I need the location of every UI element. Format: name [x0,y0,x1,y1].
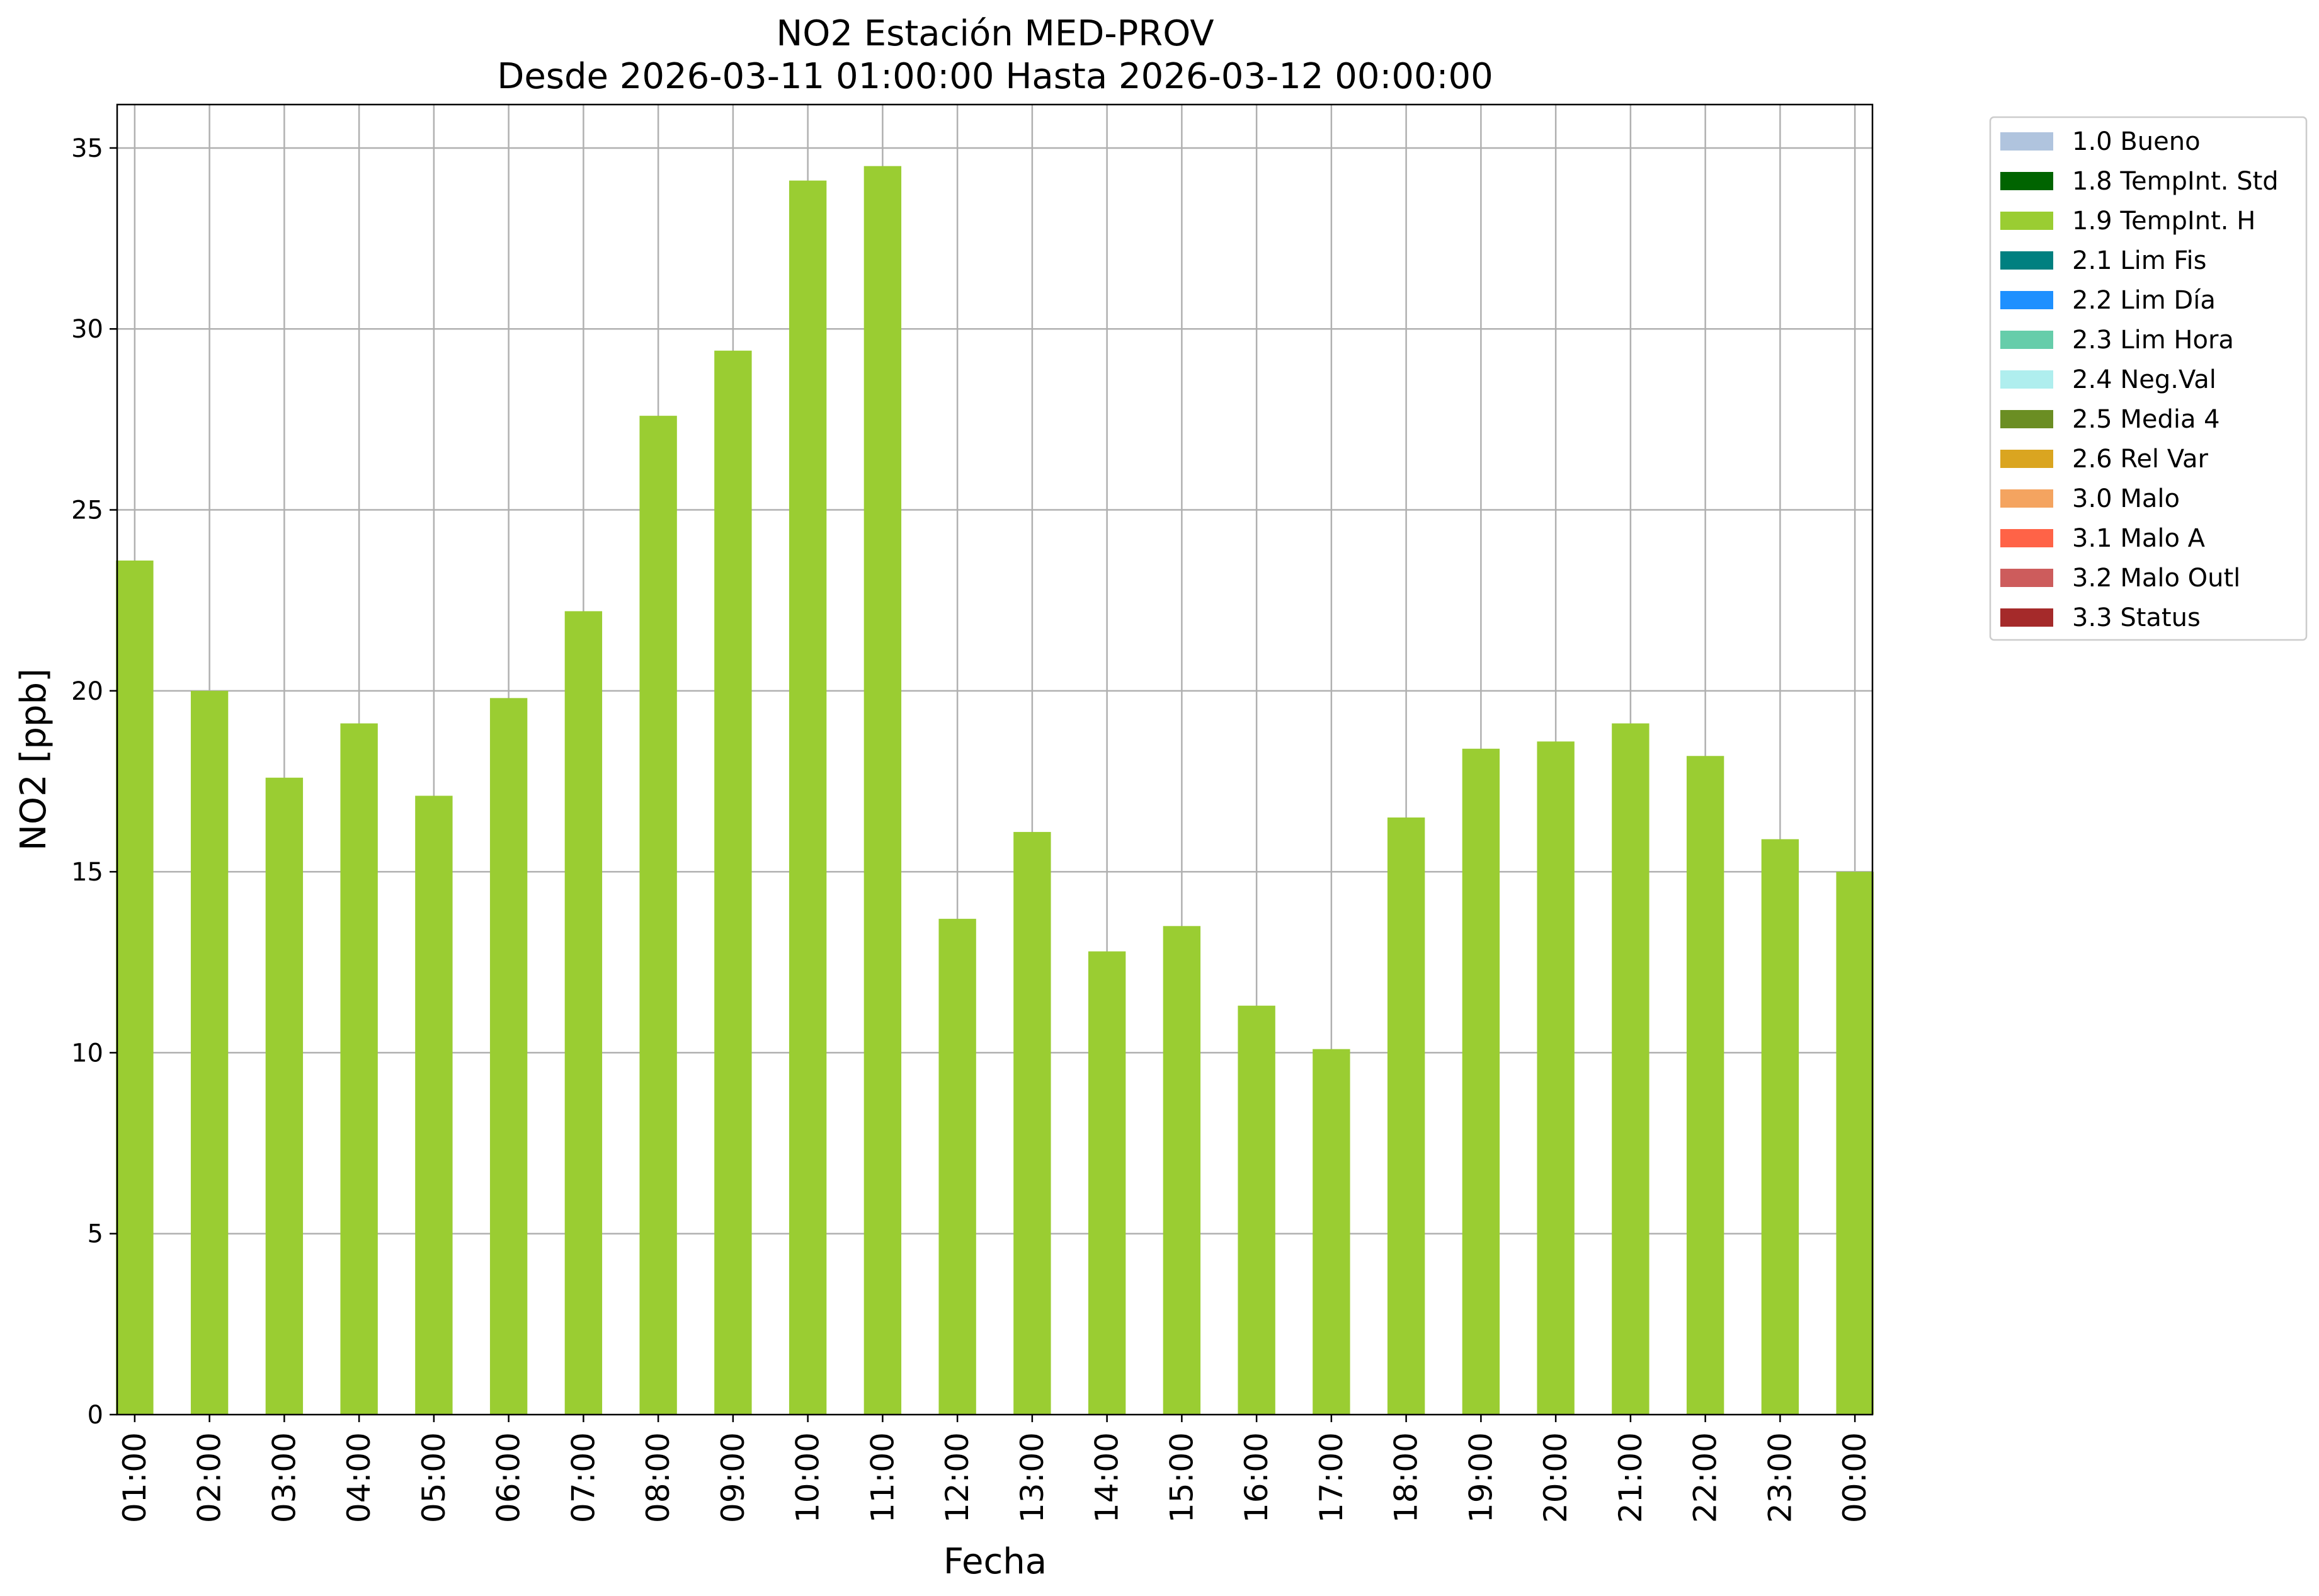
bar-1500 [1163,926,1201,1415]
bar-2100 [1612,723,1650,1415]
x-tick-label-14: 15:00 [1163,1432,1200,1523]
bar-2300 [1761,839,1799,1415]
legend-swatch-5 [2000,331,2053,349]
legend-label-9: 3.0 Malo [2072,484,2180,513]
x-tick-label-23: 00:00 [1837,1432,1873,1523]
x-tick-label-0: 01:00 [117,1432,153,1523]
legend-label-8: 2.6 Rel Var [2072,445,2209,474]
x-tick-label-20: 21:00 [1612,1432,1649,1523]
legend-swatch-8 [2000,450,2053,468]
legend-label-0: 1.0 Bueno [2072,127,2201,156]
legend-swatch-3 [2000,251,2053,270]
bar-1600 [1238,1005,1275,1415]
legend-label-1: 1.8 TempInt. Std [2072,167,2279,196]
x-tick-label-7: 08:00 [640,1432,676,1523]
legend-label-3: 2.1 Lim Fis [2072,246,2206,275]
bar-0000 [1836,872,1874,1415]
bar-series [116,166,1874,1415]
y-tick-label-1: 5 [88,1220,103,1249]
legend-swatch-11 [2000,569,2053,587]
legend-label-10: 3.1 Malo A [2072,524,2206,553]
legend-label-5: 2.3 Lim Hora [2072,326,2234,355]
x-tick-label-3: 04:00 [341,1432,377,1523]
x-tick-label-15: 16:00 [1238,1432,1275,1523]
bar-1700 [1313,1049,1350,1415]
x-tick-label-9: 10:00 [790,1432,826,1523]
bar-1300 [1013,831,1051,1415]
bar-2200 [1686,756,1724,1415]
legend-label-6: 2.4 Neg.Val [2072,365,2216,394]
bar-1900 [1462,748,1500,1415]
bar-1100 [863,166,902,1415]
legend-swatch-7 [2000,410,2053,428]
x-tick-label-11: 12:00 [939,1432,976,1523]
bar-0200 [190,690,229,1415]
legend-label-2: 1.9 TempInt. H [2072,207,2255,236]
bar-0100 [116,560,154,1415]
y-tick-label-5: 25 [71,496,103,525]
chart-subtitle: Desde 2026-03-11 01:00:00 Hasta 2026-03-… [497,56,1493,97]
x-tick-label-21: 22:00 [1687,1432,1724,1523]
plot-area-frame [116,103,1874,1416]
bar-0400 [340,723,378,1415]
x-tick-label-18: 19:00 [1462,1432,1499,1523]
legend-swatch-12 [2000,608,2053,627]
legend-frame [1989,116,2308,641]
x-tick-label-19: 20:00 [1537,1432,1574,1523]
legend-label-12: 3.3 Status [2072,603,2201,632]
y-tick-label-3: 15 [71,858,103,887]
bar-1800 [1387,817,1425,1415]
x-tick-label-13: 14:00 [1089,1432,1125,1523]
y-tick-label-7: 35 [71,134,103,163]
bar-1000 [789,180,827,1415]
legend-swatch-0 [2000,132,2053,151]
bar-2000 [1537,741,1575,1415]
x-tick-label-5: 06:00 [491,1432,527,1523]
legend-swatch-10 [2000,529,2053,547]
x-tick-label-2: 03:00 [266,1432,302,1523]
y-axis-label: NO2 [ppb] [13,668,54,851]
y-tick-label-0: 0 [88,1401,103,1430]
x-tick-label-16: 17:00 [1313,1432,1350,1523]
x-axis-label: Fecha [943,1541,1047,1582]
x-axis-ticks: 01:00 02:00 03:00 04:00 05:00 06:00 07:00 08:00… [117,1415,1873,1523]
x-tick-label-8: 09:00 [715,1432,751,1523]
x-tick-label-1: 02:00 [191,1432,228,1523]
bar-0600 [489,698,528,1415]
x-tick-label-4: 05:00 [416,1432,452,1523]
y-tick-label-6: 30 [71,315,103,344]
y-tick-label-4: 20 [71,677,103,706]
y-axis-ticks: 0 5 10 15 20 25 30 35 [71,134,117,1430]
bar-1200 [938,918,976,1415]
legend-label-11: 3.2 Malo Outl [2072,564,2240,593]
legend: 1.0 Bueno 1.8 TempInt. Std 1.9 TempInt. H 2… [1989,116,2308,641]
legend-swatch-4 [2000,291,2053,309]
bar-0300 [265,777,304,1415]
bar-0700 [564,611,603,1415]
x-tick-label-17: 18:00 [1388,1432,1425,1523]
legend-swatch-6 [2000,370,2053,389]
legend-swatch-9 [2000,489,2053,508]
bar-0500 [415,795,453,1415]
x-tick-label-6: 07:00 [565,1432,601,1523]
legend-swatch-2 [2000,212,2053,230]
bar-0800 [639,416,677,1415]
bar-0900 [714,350,752,1415]
legend-items: 1.0 Bueno 1.8 TempInt. Std 1.9 TempInt. H 2… [2000,127,2279,632]
x-tick-label-22: 23:00 [1762,1432,1798,1523]
legend-swatch-1 [2000,172,2053,190]
x-tick-label-12: 13:00 [1014,1432,1051,1523]
legend-label-7: 2.5 Media 4 [2072,405,2220,434]
chart-title: NO2 Estación MED-PROV [776,13,1214,54]
x-tick-label-10: 11:00 [864,1432,901,1523]
bar-1400 [1088,951,1126,1415]
y-tick-label-2: 10 [71,1039,103,1068]
legend-label-4: 2.2 Lim Día [2072,286,2216,315]
